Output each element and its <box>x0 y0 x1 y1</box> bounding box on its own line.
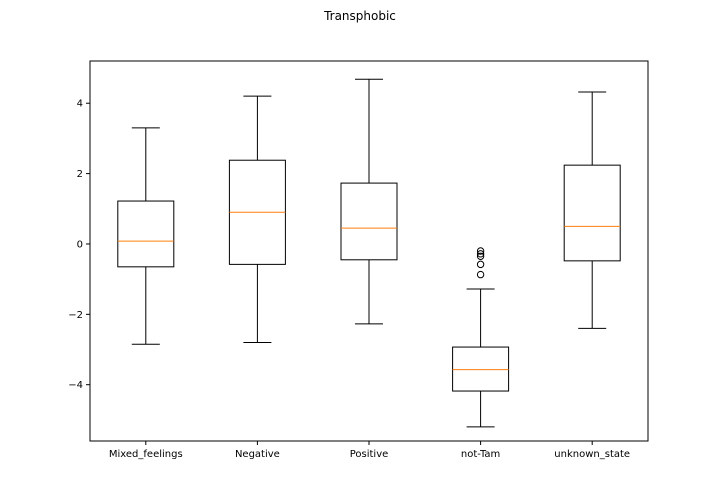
box-positive <box>340 182 398 261</box>
x-tick-label-3: not-Tam <box>461 449 500 460</box>
y-tick-label-2: 0 <box>77 239 83 250</box>
chart-title: Transphobic <box>323 9 396 23</box>
outlier-point-not-tam-1 <box>476 250 485 258</box>
outlier-point-not-tam-4 <box>476 270 485 279</box>
outlier-point-not-tam-2 <box>476 252 485 260</box>
box-not-tam <box>452 346 510 392</box>
box-unknown-state <box>563 164 621 262</box>
y-tick-label-4: 4 <box>77 99 83 110</box>
box-mixed-feelings <box>117 200 175 268</box>
y-tick-label-0: −4 <box>68 380 83 391</box>
outlier-point-not-tam-3 <box>476 260 485 269</box>
y-tick-label-1: −2 <box>68 310 83 321</box>
plot-area: −4 −2 0 2 4 Mixed_feelings Negative Positive not… <box>68 60 649 460</box>
x-tick-label-0: Mixed_feelings <box>109 449 183 460</box>
x-tick-label-4: unknown_state <box>554 449 630 460</box>
x-tick-label-1: Negative <box>235 449 280 460</box>
x-tick-label-2: Positive <box>350 449 389 460</box>
outlier-point-not-tam-0 <box>476 247 485 255</box>
y-tick-label-3: 2 <box>77 169 83 180</box>
